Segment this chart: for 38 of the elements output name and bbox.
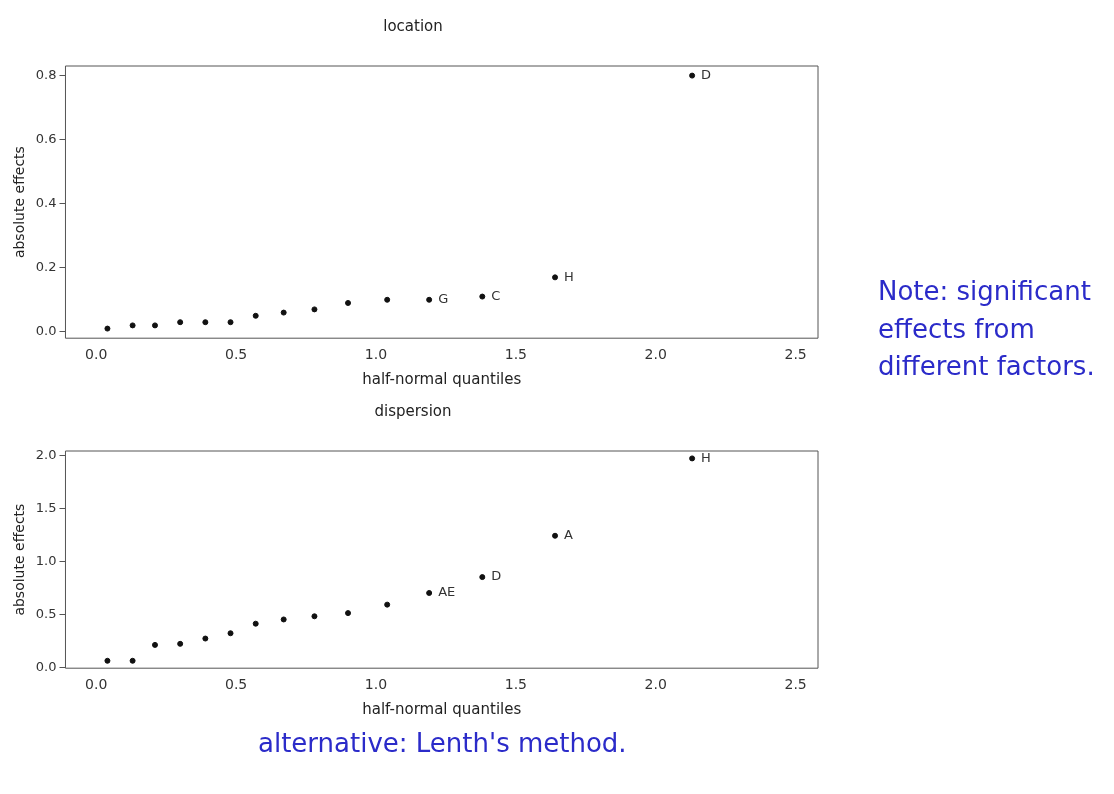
y-tick-label: 0.4 [35, 195, 57, 211]
annotation: D [701, 66, 712, 82]
x-tick-label: 0.5 [224, 346, 248, 363]
chart-title: location [383, 16, 443, 35]
annotation: A [564, 527, 574, 543]
y-tick-label: 0.0 [35, 658, 57, 674]
annotation: H [701, 449, 711, 465]
y-tick-label: 2.0 [35, 446, 57, 462]
annotation: C [491, 287, 501, 303]
x-tick-label: 0.0 [85, 346, 108, 363]
x-axis-title: half-normal quantiles [362, 699, 522, 718]
x-tick-label: 1.5 [504, 346, 527, 363]
y-tick-label: 0.0 [35, 323, 57, 339]
x-tick-label: 2.0 [644, 676, 667, 693]
x-tick-label: 2.5 [784, 346, 807, 363]
y-axis-title: absolute effects [11, 503, 28, 616]
x-tick-label: 0.5 [224, 676, 248, 693]
x-tick-label: 2.5 [784, 676, 807, 693]
text: alternative: Lenth's method. [258, 728, 628, 758]
y-tick-label: 0.2 [35, 259, 57, 275]
y-axis-title: absolute effects [11, 146, 28, 259]
x-tick-label: 0.0 [85, 676, 108, 693]
annotation: D [491, 568, 502, 584]
chart-title: dispersion [374, 401, 452, 420]
x-tick-label: 1.5 [504, 676, 527, 693]
x-tick-label: 2.0 [644, 346, 667, 363]
annotation: AE [438, 584, 456, 600]
annotation: H [564, 268, 574, 284]
y-tick-label: 0.6 [35, 131, 57, 147]
x-tick-label: 1.0 [364, 346, 388, 363]
text: Note: significant effects from different factors. [878, 275, 1096, 384]
y-tick-label: 1.0 [35, 552, 57, 568]
x-axis-title: half-normal quantiles [362, 369, 522, 388]
y-tick-label: 0.5 [35, 605, 57, 621]
annotation: G [438, 291, 449, 307]
y-tick-label: 1.5 [35, 499, 57, 515]
x-tick-label: 1.0 [364, 676, 388, 693]
y-tick-label: 0.8 [35, 66, 57, 82]
